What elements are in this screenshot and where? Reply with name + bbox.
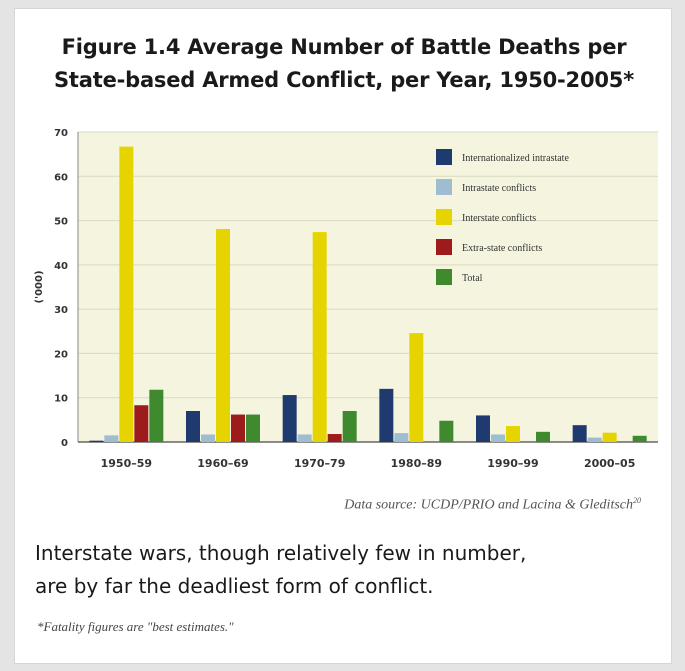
- bar: [379, 388, 394, 442]
- x-tick-label: 1990–99: [487, 457, 538, 470]
- y-tick-label: 60: [54, 172, 68, 183]
- caption-line-1: Interstate wars, though relatively few i…: [35, 541, 527, 565]
- y-axis-label: ('000): [34, 270, 45, 303]
- y-tick-label: 0: [61, 438, 68, 449]
- figure-card: Figure 1.4 Average Number of Battle Deat…: [14, 8, 672, 664]
- y-tick-label: 30: [54, 305, 68, 316]
- legend-swatch: [436, 149, 452, 165]
- bar: [186, 411, 200, 442]
- legend-swatch: [436, 209, 452, 225]
- bar: [282, 395, 297, 442]
- bar: [536, 431, 550, 442]
- legend-swatch: [436, 269, 452, 285]
- x-tick-label: 1980–89: [391, 457, 442, 470]
- y-tick-label: 20: [54, 349, 68, 360]
- x-tick-label: 1970–79: [294, 457, 345, 470]
- x-tick-label: 2000–05: [584, 457, 635, 470]
- plot-area: [78, 132, 658, 442]
- x-tick-label: 1960–69: [197, 457, 248, 470]
- bar: [587, 437, 602, 442]
- figure-title-line-1: Figure 1.4 Average Number of Battle Deat…: [61, 35, 627, 59]
- figure-title-line-2: State-based Armed Conflict, per Year, 19…: [54, 68, 634, 92]
- bar: [394, 433, 409, 442]
- bar: [342, 411, 357, 442]
- bar-chart: 0 10 20 30 40 50 60 70 ('000) 1950–59 1960–69 1970–…: [34, 128, 658, 470]
- bar: [312, 232, 327, 442]
- legend-label: Total: [462, 273, 483, 284]
- bar: [409, 333, 424, 442]
- legend-swatch: [436, 239, 452, 255]
- bar: [439, 420, 454, 442]
- bar: [119, 146, 134, 442]
- bar: [246, 414, 260, 442]
- y-tick-label: 70: [54, 128, 68, 139]
- y-tick-label: 50: [54, 217, 68, 228]
- legend-label: Intrastate conflicts: [462, 183, 536, 194]
- bar: [491, 434, 505, 442]
- bar: [572, 425, 587, 442]
- y-tick-label: 10: [54, 394, 68, 405]
- data-source-ref: 20: [633, 496, 641, 505]
- legend-label: Extra-state conflicts: [462, 243, 542, 254]
- bar: [297, 434, 312, 442]
- bar: [89, 440, 104, 442]
- bar: [632, 435, 647, 442]
- bar: [216, 228, 230, 442]
- caption-line-2: are by far the deadliest form of conflic…: [35, 574, 434, 598]
- x-tick-label: 1950–59: [101, 457, 152, 470]
- bar: [602, 432, 617, 442]
- data-source-text: Data source: UCDP/PRIO and Lacina & Gled…: [344, 497, 633, 513]
- caption: Interstate wars, though relatively few i…: [35, 537, 665, 603]
- y-tick-label: 40: [54, 261, 68, 272]
- data-source: Data source: UCDP/PRIO and Lacina & Gled…: [344, 496, 641, 514]
- legend-label: Interstate conflicts: [462, 213, 536, 224]
- bar: [201, 434, 215, 442]
- bar: [506, 426, 520, 442]
- bar: [149, 389, 164, 442]
- figure-title: Figure 1.4 Average Number of Battle Deat…: [15, 31, 673, 97]
- legend-swatch: [436, 179, 452, 195]
- bar: [476, 415, 490, 442]
- bar: [231, 414, 245, 442]
- bar: [134, 405, 149, 442]
- bar: [327, 434, 342, 442]
- footnote: *Fatality figures are "best estimates.": [37, 619, 234, 634]
- legend-label: Internationalized intrastate: [462, 153, 569, 164]
- bar: [104, 435, 119, 442]
